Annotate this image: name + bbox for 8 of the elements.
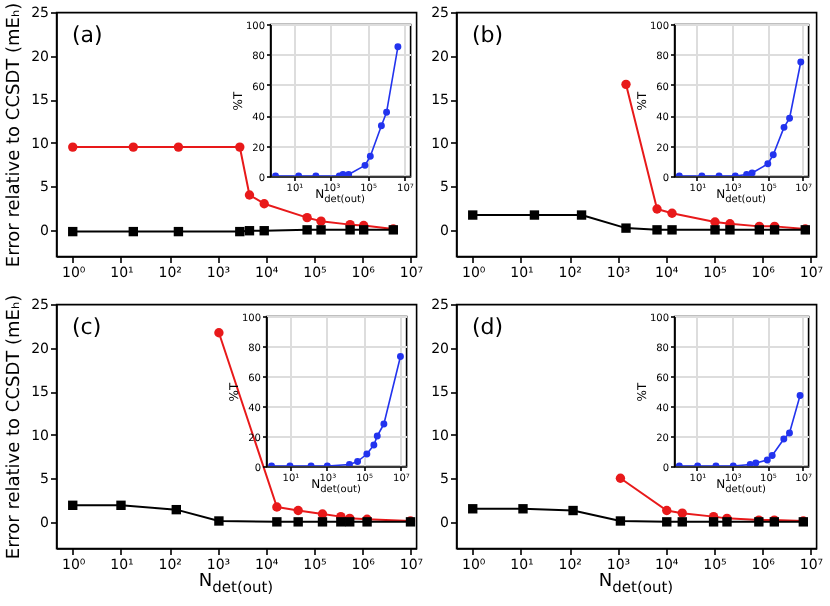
annotation: (a): [72, 22, 103, 48]
annotation: (b): [472, 22, 504, 48]
x-axis-title: N$_{det(out)}$: [598, 572, 674, 596]
x-axis-title: N$_{det(out)}$: [198, 572, 274, 596]
annotation: (c): [72, 314, 102, 340]
annotation: (d): [472, 314, 504, 340]
y-axis-title: Error relative to CCSDT (mEₕ): [5, 2, 26, 268]
y-axis-title: Error relative to CCSDT (mEₕ): [5, 294, 26, 560]
